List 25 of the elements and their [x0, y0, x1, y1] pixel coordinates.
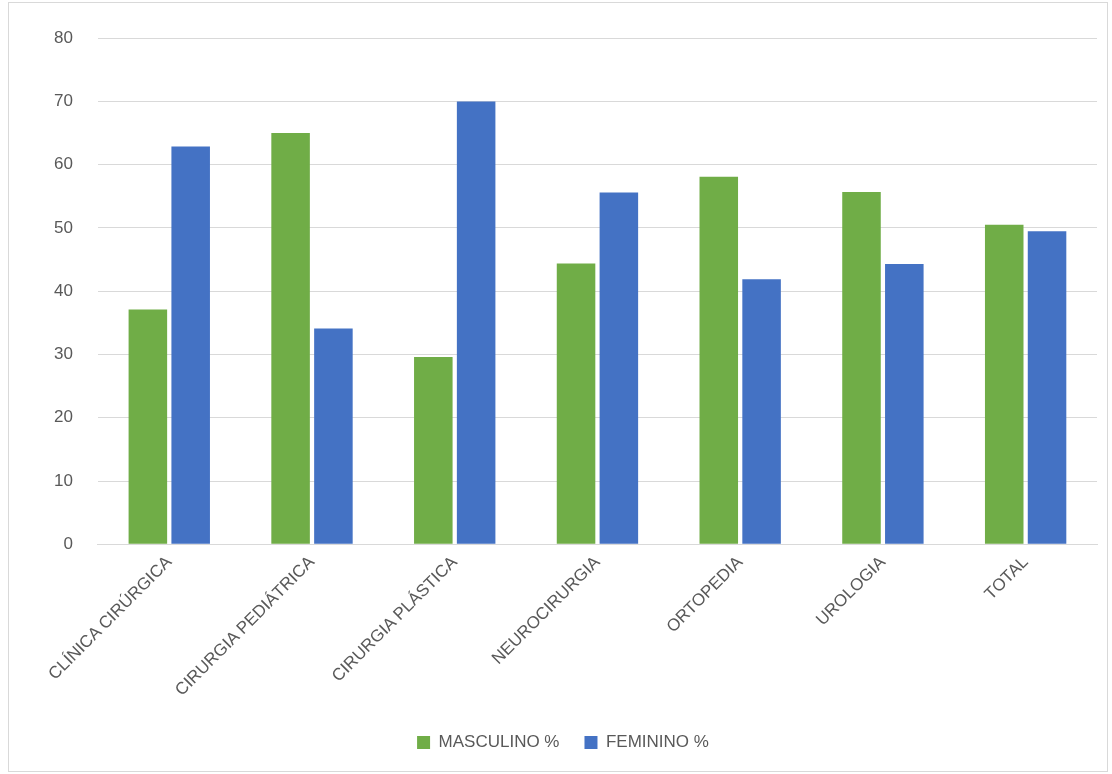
- y-tick-label: 70: [53, 91, 73, 111]
- y-tick-label: 40: [53, 280, 73, 300]
- legend-label: FEMININO %: [605, 732, 709, 752]
- y-tick-label: 20: [53, 407, 73, 427]
- legend-label: MASCULINO %: [438, 732, 560, 752]
- y-tick-label: 0: [63, 534, 73, 554]
- bar: [599, 192, 639, 544]
- bar: [1027, 231, 1067, 544]
- y-tick-label: 50: [53, 217, 73, 237]
- bar: [556, 263, 596, 544]
- bar: [271, 133, 310, 544]
- bar: [171, 146, 210, 544]
- bar: [128, 309, 168, 544]
- y-tick-label: 30: [53, 344, 73, 364]
- y-tick-label: 60: [53, 154, 73, 174]
- bar: [842, 191, 881, 544]
- y-tick-label: 10: [53, 470, 73, 490]
- bar: [456, 101, 496, 544]
- bar: [742, 279, 781, 544]
- bar: [314, 328, 353, 544]
- bar: [885, 264, 924, 544]
- bar: [984, 224, 1024, 544]
- bar: [414, 357, 453, 544]
- y-tick-label: 80: [53, 27, 73, 47]
- bar: [699, 176, 739, 544]
